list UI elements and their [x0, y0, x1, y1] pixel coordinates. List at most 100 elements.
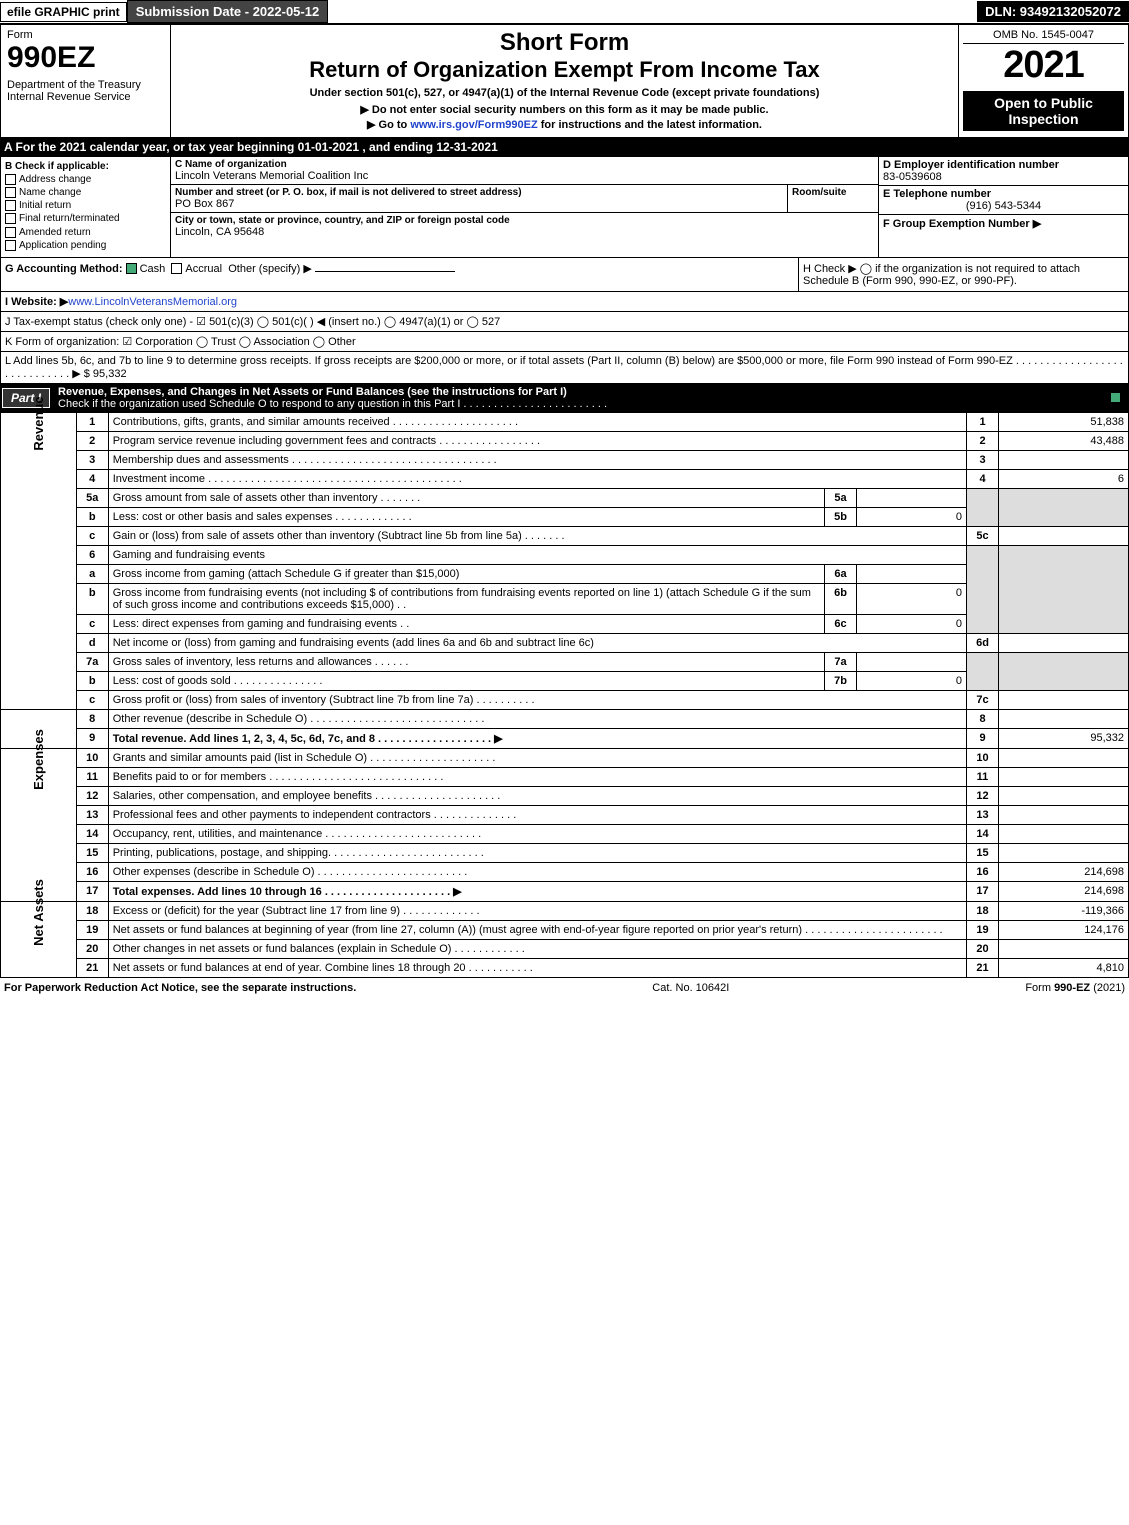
check-amended-return[interactable]: Amended return: [5, 227, 166, 238]
line-6c-val: 0: [857, 614, 967, 633]
line-15-num: 15: [76, 843, 108, 862]
line-21-desc: Net assets or fund balances at end of ye…: [108, 958, 966, 977]
check-initial-label: Initial return: [19, 200, 71, 211]
irs-link[interactable]: www.irs.gov/Form990EZ: [410, 119, 537, 131]
line-13-num: 13: [76, 805, 108, 824]
line-20-num: 20: [76, 939, 108, 958]
line-5b-desc: Less: cost or other basis and sales expe…: [108, 507, 824, 526]
line-6c-desc: Less: direct expenses from gaming and fu…: [108, 614, 824, 633]
row-gh: G Accounting Method: Cash Accrual Other …: [0, 258, 1129, 292]
line-16-amt: 214,698: [999, 862, 1129, 881]
line-11-amt: [999, 767, 1129, 786]
efile-label[interactable]: efile GRAPHIC print: [0, 2, 127, 22]
section-bc: B Check if applicable: Address change Na…: [0, 156, 1129, 258]
line-13-box: 13: [967, 805, 999, 824]
line-5c-box: 5c: [967, 526, 999, 545]
row-a-tax-year: A For the 2021 calendar year, or tax yea…: [0, 138, 1129, 156]
line-21-box: 21: [967, 958, 999, 977]
line-18-box: 18: [967, 901, 999, 920]
row-j-tax-status: J Tax-exempt status (check only one) - ☑…: [0, 312, 1129, 332]
schedule-b-check: H Check ▶ ◯ if the organization is not r…: [798, 258, 1128, 291]
org-name-cell: C Name of organization Lincoln Veterans …: [171, 157, 878, 185]
line-6c-num: c: [76, 614, 108, 633]
check-address-change[interactable]: Address change: [5, 174, 166, 185]
part1-schedule-o-check[interactable]: [1110, 392, 1121, 403]
check-cash[interactable]: [126, 263, 137, 274]
line-7b-num: b: [76, 671, 108, 690]
ein-cell: D Employer identification number 83-0539…: [879, 157, 1128, 186]
line-2-num: 2: [76, 431, 108, 450]
line-8-desc: Other revenue (describe in Schedule O) .…: [108, 709, 966, 728]
line-6d-desc: Net income or (loss) from gaming and fun…: [108, 633, 966, 652]
line-6-amt-shade: [999, 545, 1129, 633]
line-19-num: 19: [76, 920, 108, 939]
check-accrual[interactable]: [171, 263, 182, 274]
check-name-change[interactable]: Name change: [5, 187, 166, 198]
line-9-num: 9: [76, 728, 108, 748]
form-label: Form: [7, 29, 164, 41]
top-bar: efile GRAPHIC print Submission Date - 20…: [0, 0, 1129, 24]
line-10-desc: Grants and similar amounts paid (list in…: [108, 748, 966, 767]
line-5b-sub: 5b: [825, 507, 857, 526]
org-addr: PO Box 867: [175, 198, 783, 210]
g-label: G Accounting Method:: [5, 263, 123, 275]
footer-right-pre: Form: [1025, 982, 1054, 994]
ein-value: 83-0539608: [883, 171, 1124, 183]
line-6a-desc: Gross income from gaming (attach Schedul…: [108, 564, 824, 583]
form-number: 990EZ: [7, 41, 164, 75]
line-8-box: 8: [967, 709, 999, 728]
line-14-desc: Occupancy, rent, utilities, and maintena…: [108, 824, 966, 843]
line-11-box: 11: [967, 767, 999, 786]
org-city-cell: City or town, state or province, country…: [171, 213, 878, 240]
line-4-box: 4: [967, 469, 999, 488]
ein-label: D Employer identification number: [883, 159, 1124, 171]
phone-label: E Telephone number: [883, 188, 1124, 200]
line-7-shade: [967, 652, 999, 690]
line-1-amt: 51,838: [999, 412, 1129, 431]
line-5-amt-shade: [999, 488, 1129, 526]
netassets-section-label: Net Assets: [1, 901, 77, 977]
line-14-amt: [999, 824, 1129, 843]
line-3-num: 3: [76, 450, 108, 469]
check-final-return[interactable]: Final return/terminated: [5, 213, 166, 224]
check-initial-return[interactable]: Initial return: [5, 200, 166, 211]
check-application-pending[interactable]: Application pending: [5, 240, 166, 251]
footer-right-bold: 990-EZ: [1054, 982, 1090, 994]
line-12-box: 12: [967, 786, 999, 805]
note2-post: for instructions and the latest informat…: [538, 119, 762, 131]
line-6d-amt: [999, 633, 1129, 652]
line-6b-val: 0: [857, 583, 967, 614]
check-address-label: Address change: [19, 174, 91, 185]
line-20-desc: Other changes in net assets or fund bala…: [108, 939, 966, 958]
accrual-label: Accrual: [185, 263, 222, 275]
accounting-method: G Accounting Method: Cash Accrual Other …: [1, 258, 798, 291]
line-21-num: 21: [76, 958, 108, 977]
line-19-desc: Net assets or fund balances at beginning…: [108, 920, 966, 939]
line-5-shade: [967, 488, 999, 526]
line-7b-desc: Less: cost of goods sold . . . . . . . .…: [108, 671, 824, 690]
phone-cell: E Telephone number (916) 543-5344: [879, 186, 1128, 215]
org-addr-label: Number and street (or P. O. box, if mail…: [175, 187, 783, 198]
line-14-box: 14: [967, 824, 999, 843]
line-16-num: 16: [76, 862, 108, 881]
row-i-website: I Website: ▶www.LincolnVeteransMemorial.…: [0, 292, 1129, 312]
lines-table: Revenue 1Contributions, gifts, grants, a…: [0, 412, 1129, 978]
line-6-shade: [967, 545, 999, 633]
line-2-amt: 43,488: [999, 431, 1129, 450]
website-link[interactable]: www.LincolnVeteransMemorial.org: [68, 296, 237, 308]
line-1-num: 1: [76, 412, 108, 431]
line-15-amt: [999, 843, 1129, 862]
org-city: Lincoln, CA 95648: [175, 226, 874, 238]
line-6b-num: b: [76, 583, 108, 614]
other-specify-input[interactable]: [315, 271, 455, 272]
row-k-form-org: K Form of organization: ☑ Corporation ◯ …: [0, 332, 1129, 352]
line-3-desc: Membership dues and assessments . . . . …: [108, 450, 966, 469]
part1-title: Revenue, Expenses, and Changes in Net As…: [52, 384, 1110, 412]
line-4-desc: Investment income . . . . . . . . . . . …: [108, 469, 966, 488]
line-6a-sub: 6a: [825, 564, 857, 583]
part1-check-line: Check if the organization used Schedule …: [58, 398, 607, 410]
line-11-num: 11: [76, 767, 108, 786]
line-12-amt: [999, 786, 1129, 805]
department: Department of the Treasury Internal Reve…: [7, 79, 164, 103]
dln: DLN: 93492132052072: [977, 1, 1129, 22]
